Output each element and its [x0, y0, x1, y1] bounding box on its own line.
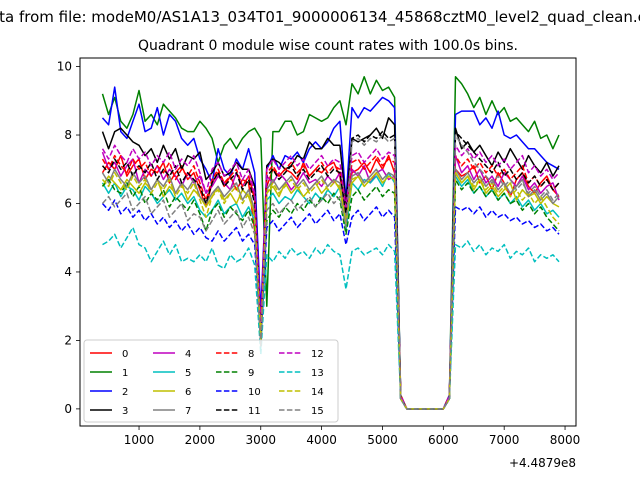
legend-label-6: 6: [185, 387, 191, 398]
series-lines: [101, 76, 560, 410]
figure-suptitle: Data from file: modeM0/AS1A13_034T01_900…: [0, 8, 640, 27]
x-tick-label: 4000: [306, 433, 337, 447]
plot-area: [101, 76, 560, 410]
legend-label-1: 1: [122, 368, 128, 379]
series-line-7: [101, 168, 560, 410]
y-tick-label: 4: [64, 265, 72, 279]
x-tick-label: 7000: [489, 433, 520, 447]
y-tick-label: 10: [57, 60, 72, 74]
legend-label-13: 13: [311, 368, 324, 379]
x-tick-label: 5000: [367, 433, 398, 447]
x-tick-label: 3000: [245, 433, 276, 447]
chart-title: Quadrant 0 module wise count rates with …: [138, 38, 518, 54]
legend-label-4: 4: [185, 349, 191, 360]
series-line-12: [101, 144, 560, 410]
legend-label-7: 7: [185, 406, 191, 417]
series-line-1: [101, 76, 560, 410]
series-line-14: [101, 171, 560, 410]
legend-label-11: 11: [248, 406, 261, 417]
series-line-9: [101, 178, 560, 410]
y-tick-label: 8: [64, 128, 72, 142]
legend-label-9: 9: [248, 368, 254, 379]
legend-box: [83, 339, 339, 423]
y-tick-label: 0: [64, 402, 72, 416]
x-tick-label: 1000: [124, 433, 155, 447]
legend-label-10: 10: [248, 387, 261, 398]
series-line-3: [101, 117, 560, 410]
series-line-4: [101, 151, 560, 410]
legend-label-8: 8: [248, 349, 254, 360]
y-tick-label: 6: [64, 196, 72, 210]
x-offset-label: +4.4879e8: [509, 456, 576, 470]
legend-label-5: 5: [185, 368, 191, 379]
legend-label-3: 3: [122, 406, 128, 417]
legend-label-0: 0: [122, 349, 128, 360]
legend-label-12: 12: [311, 349, 324, 360]
series-line-15: [101, 134, 560, 410]
series-line-2: [101, 86, 560, 410]
legend-label-2: 2: [122, 387, 128, 398]
x-tick-label: 6000: [428, 433, 459, 447]
legend-label-15: 15: [311, 406, 324, 417]
series-line-13: [102, 226, 560, 410]
series-line-11: [101, 130, 560, 410]
x-tick-label: 2000: [185, 433, 216, 447]
y-tick-label: 2: [64, 333, 72, 347]
series-line-0: [101, 154, 560, 410]
series-line-10: [101, 199, 560, 410]
axes-frame: [79, 57, 577, 427]
x-tick-label: 8000: [550, 433, 581, 447]
series-line-8: [101, 154, 560, 410]
series-line-5: [101, 171, 560, 410]
legend-label-14: 14: [311, 387, 324, 398]
